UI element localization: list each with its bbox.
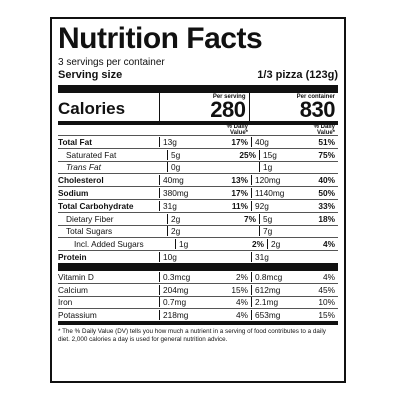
amount-per-serving: 218mg	[159, 310, 215, 321]
dv-per-serving: 25%	[239, 149, 256, 160]
nutrient-row-sodium: Sodium 380mg 17% 1140mg 50%	[58, 187, 338, 200]
nutrient-row-added-sugars: Incl. Added Sugars 1g 2% 2g 4%	[58, 238, 338, 252]
amount-per-container: 40g	[251, 136, 301, 147]
nutrient-name: Iron	[58, 297, 73, 308]
micronutrient-row-potassium: Potassium 218mg 4% 653mg 15%	[58, 309, 338, 326]
dv-per-container: 15%	[318, 310, 335, 321]
amount-per-container: 7g	[259, 226, 309, 237]
nutrient-name: Total Carbohydrate	[58, 200, 134, 211]
amount-per-container: 1140mg	[251, 188, 301, 199]
serving-size-row: Serving size 1/3 pizza (123g)	[58, 69, 338, 93]
nutrient-row-protein: Protein 10g 31g	[58, 251, 338, 271]
dv-per-container: 4%	[323, 271, 335, 282]
dv-header-serving: % Daily Value*	[226, 124, 248, 136]
nutrient-name: Total Sugars	[66, 226, 113, 237]
dv-per-container: 50%	[318, 188, 335, 199]
nutrient-name: Sodium	[58, 188, 89, 199]
amount-per-serving: 13g	[159, 136, 215, 147]
nutrient-row-total-sugars: Total Sugars 2g 7g	[58, 226, 338, 239]
calories-row: Calories Per serving 280 Per container 8…	[58, 93, 338, 125]
calories-per-serving-cell: Per serving 280	[159, 93, 249, 122]
dv-per-serving: 7%	[244, 213, 256, 224]
nutrient-name: Potassium	[58, 310, 97, 321]
dv-per-serving: 15%	[231, 284, 248, 295]
amount-per-serving: 380mg	[159, 188, 215, 199]
dv-per-container: 33%	[318, 200, 335, 211]
nutrient-row-trans-fat: Trans Fat 0g 1g	[58, 162, 338, 175]
dv-per-serving: 2%	[252, 239, 264, 250]
serving-size-label: Serving size	[58, 69, 123, 81]
amount-per-serving: 5g	[167, 149, 223, 160]
calories-per-serving: 280	[210, 97, 246, 122]
nutrient-row-dietary-fiber: Dietary Fiber 2g 7% 5g 18%	[58, 213, 338, 226]
amount-per-container: 653mg	[251, 310, 301, 321]
amount-per-serving: 1g	[175, 239, 231, 250]
amount-per-serving: 2g	[167, 226, 223, 237]
dv-per-serving: 2%	[236, 271, 248, 282]
dv-per-serving: 4%	[236, 297, 248, 308]
amount-per-container: 2.1mg	[251, 297, 301, 308]
nutrient-name: Incl. Added Sugars	[74, 239, 144, 250]
dv-per-serving: 17%	[231, 188, 248, 199]
amount-per-container: 1g	[259, 162, 309, 173]
dv-per-container: 45%	[318, 284, 335, 295]
nutrient-name: Trans Fat	[66, 162, 101, 173]
nutrient-name: Calcium	[58, 284, 88, 295]
nutrition-facts-label: Nutrition Facts 3 servings per container…	[50, 17, 346, 383]
nutrient-name: Dietary Fiber	[66, 213, 114, 224]
daily-value-footnote: * The % Daily Value (DV) tells you how m…	[58, 328, 326, 344]
amount-per-serving: 40mg	[159, 175, 215, 186]
nutrient-table: % Daily Value* % Daily Value* Total Fat …	[58, 124, 338, 326]
nutrient-row-cholesterol: Cholesterol 40mg 13% 120mg 40%	[58, 174, 338, 188]
dv-per-container: 10%	[318, 297, 335, 308]
calories-label: Calories	[58, 99, 126, 118]
dv-per-container: 51%	[318, 136, 335, 147]
amount-per-serving: 0.3mcg	[159, 271, 215, 282]
serving-size-value: 1/3 pizza (123g)	[257, 69, 338, 81]
nutrient-name: Protein	[58, 252, 87, 263]
amount-per-container: 2g	[267, 239, 317, 250]
dv-per-container: 4%	[323, 239, 335, 250]
label-title: Nutrition Facts	[58, 22, 263, 55]
amount-per-container: 5g	[259, 213, 309, 224]
amount-per-container: 612mg	[251, 284, 301, 295]
amount-per-container: 15g	[259, 149, 309, 160]
calories-per-container: 830	[299, 97, 336, 122]
daily-value-header-row: % Daily Value* % Daily Value*	[58, 124, 338, 136]
dv-header-container: % Daily Value*	[313, 124, 335, 136]
dv-per-container: 40%	[318, 175, 335, 186]
micronutrient-row-calcium: Calcium 204mg 15% 612mg 45%	[58, 284, 338, 297]
amount-per-serving: 10g	[159, 252, 215, 263]
dv-per-container: 75%	[318, 149, 335, 160]
nutrient-name: Saturated Fat	[66, 149, 117, 160]
micronutrient-row-iron: Iron 0.7mg 4% 2.1mg 10%	[58, 297, 338, 310]
amount-per-serving: 204mg	[159, 284, 215, 295]
amount-per-container: 92g	[251, 200, 301, 211]
amount-per-serving: 2g	[167, 213, 223, 224]
dv-per-serving: 17%	[231, 136, 248, 147]
dv-per-serving: 4%	[236, 310, 248, 321]
dv-per-serving: 11%	[231, 200, 248, 211]
dv-per-serving: 13%	[231, 175, 248, 186]
servings-per-container: 3 servings per container	[58, 57, 165, 68]
amount-per-serving: 31g	[159, 200, 215, 211]
nutrient-name: Total Fat	[58, 136, 92, 147]
nutrient-name: Cholesterol	[58, 175, 104, 186]
per-serving-header: Per serving	[212, 94, 246, 100]
amount-per-container: 0.8mcg	[251, 271, 301, 282]
nutrient-name: Vitamin D	[58, 271, 94, 282]
nutrient-row-total-fat: Total Fat 13g 17% 40g 51%	[58, 136, 338, 149]
amount-per-serving: 0.7mg	[159, 297, 215, 308]
micronutrient-row-vitamin-d: Vitamin D 0.3mcg 2% 0.8mcg 4%	[58, 271, 338, 284]
amount-per-serving: 0g	[167, 162, 223, 173]
calories-per-container-cell: Per container 830	[248, 93, 339, 122]
per-container-header: Per container	[296, 94, 335, 100]
nutrient-row-total-carbohydrate: Total Carbohydrate 31g 11% 92g 33%	[58, 200, 338, 213]
nutrient-row-saturated-fat: Saturated Fat 5g 25% 15g 75%	[58, 149, 338, 162]
amount-per-container: 120mg	[251, 175, 301, 186]
amount-per-container: 31g	[251, 252, 301, 263]
dv-per-container: 18%	[318, 213, 335, 224]
